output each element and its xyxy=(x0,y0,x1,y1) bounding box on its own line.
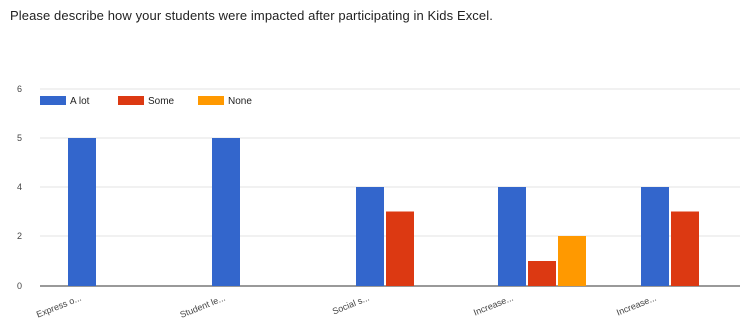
bar-a-lot[interactable] xyxy=(641,187,669,286)
bars xyxy=(68,138,699,286)
legend-swatch xyxy=(198,96,224,105)
bar-some[interactable] xyxy=(528,261,556,286)
y-tick-label: 6 xyxy=(17,84,22,94)
y-tick-label: 2 xyxy=(17,231,22,241)
legend-label: Some xyxy=(148,96,175,107)
bar-a-lot[interactable] xyxy=(356,187,384,286)
y-tick-label: 0 xyxy=(17,281,22,291)
legend-label: A lot xyxy=(70,96,90,107)
y-axis-ticks: 0 2 4 5 6 xyxy=(17,84,22,291)
bar-a-lot[interactable] xyxy=(212,138,240,286)
x-category-label: Express o... xyxy=(35,293,83,320)
x-category-label: Student le... xyxy=(178,293,226,320)
x-category-label: Increase... xyxy=(472,293,515,318)
x-category-label: Social s... xyxy=(331,293,371,317)
bar-none[interactable] xyxy=(558,236,586,286)
legend-swatch xyxy=(40,96,66,105)
bar-a-lot[interactable] xyxy=(68,138,96,286)
bar-some[interactable] xyxy=(671,211,699,287)
legend: A lot Some None xyxy=(40,96,252,107)
bar-some[interactable] xyxy=(386,211,414,287)
y-tick-label: 5 xyxy=(17,133,22,143)
legend-swatch xyxy=(118,96,144,105)
legend-label: None xyxy=(228,96,252,107)
bar-a-lot[interactable] xyxy=(498,187,526,286)
chart-title: Please describe how your students were i… xyxy=(10,8,493,23)
x-category-label: Increase... xyxy=(615,293,658,318)
x-axis-labels: Express o... Student le... Social s... Incr… xyxy=(35,293,658,320)
y-tick-label: 4 xyxy=(17,182,22,192)
